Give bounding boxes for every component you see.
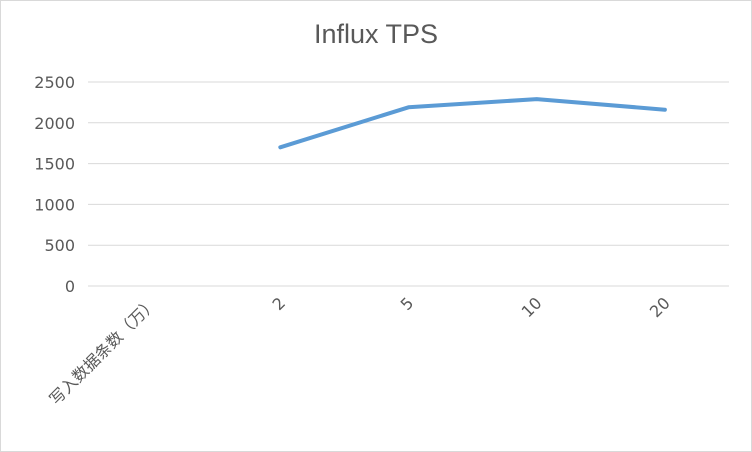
series-line-0 (278, 97, 667, 150)
y-tick-label: 0 (65, 277, 75, 296)
y-tick-label: 2000 (34, 114, 75, 133)
y-tick-label: 1500 (34, 155, 75, 174)
y-tick-label: 500 (44, 236, 75, 255)
x-tick-label: 2 (268, 293, 289, 314)
x-tick-label: 10 (518, 293, 546, 321)
x-tick-label: 写入数据条数（万） (46, 293, 161, 408)
x-tick-label: 5 (397, 293, 418, 314)
x-tick-label: 20 (646, 293, 674, 321)
y-tick-label: 2500 (34, 73, 75, 92)
chart-title: Influx TPS (313, 19, 439, 49)
y-tick-label: 1000 (34, 195, 75, 214)
